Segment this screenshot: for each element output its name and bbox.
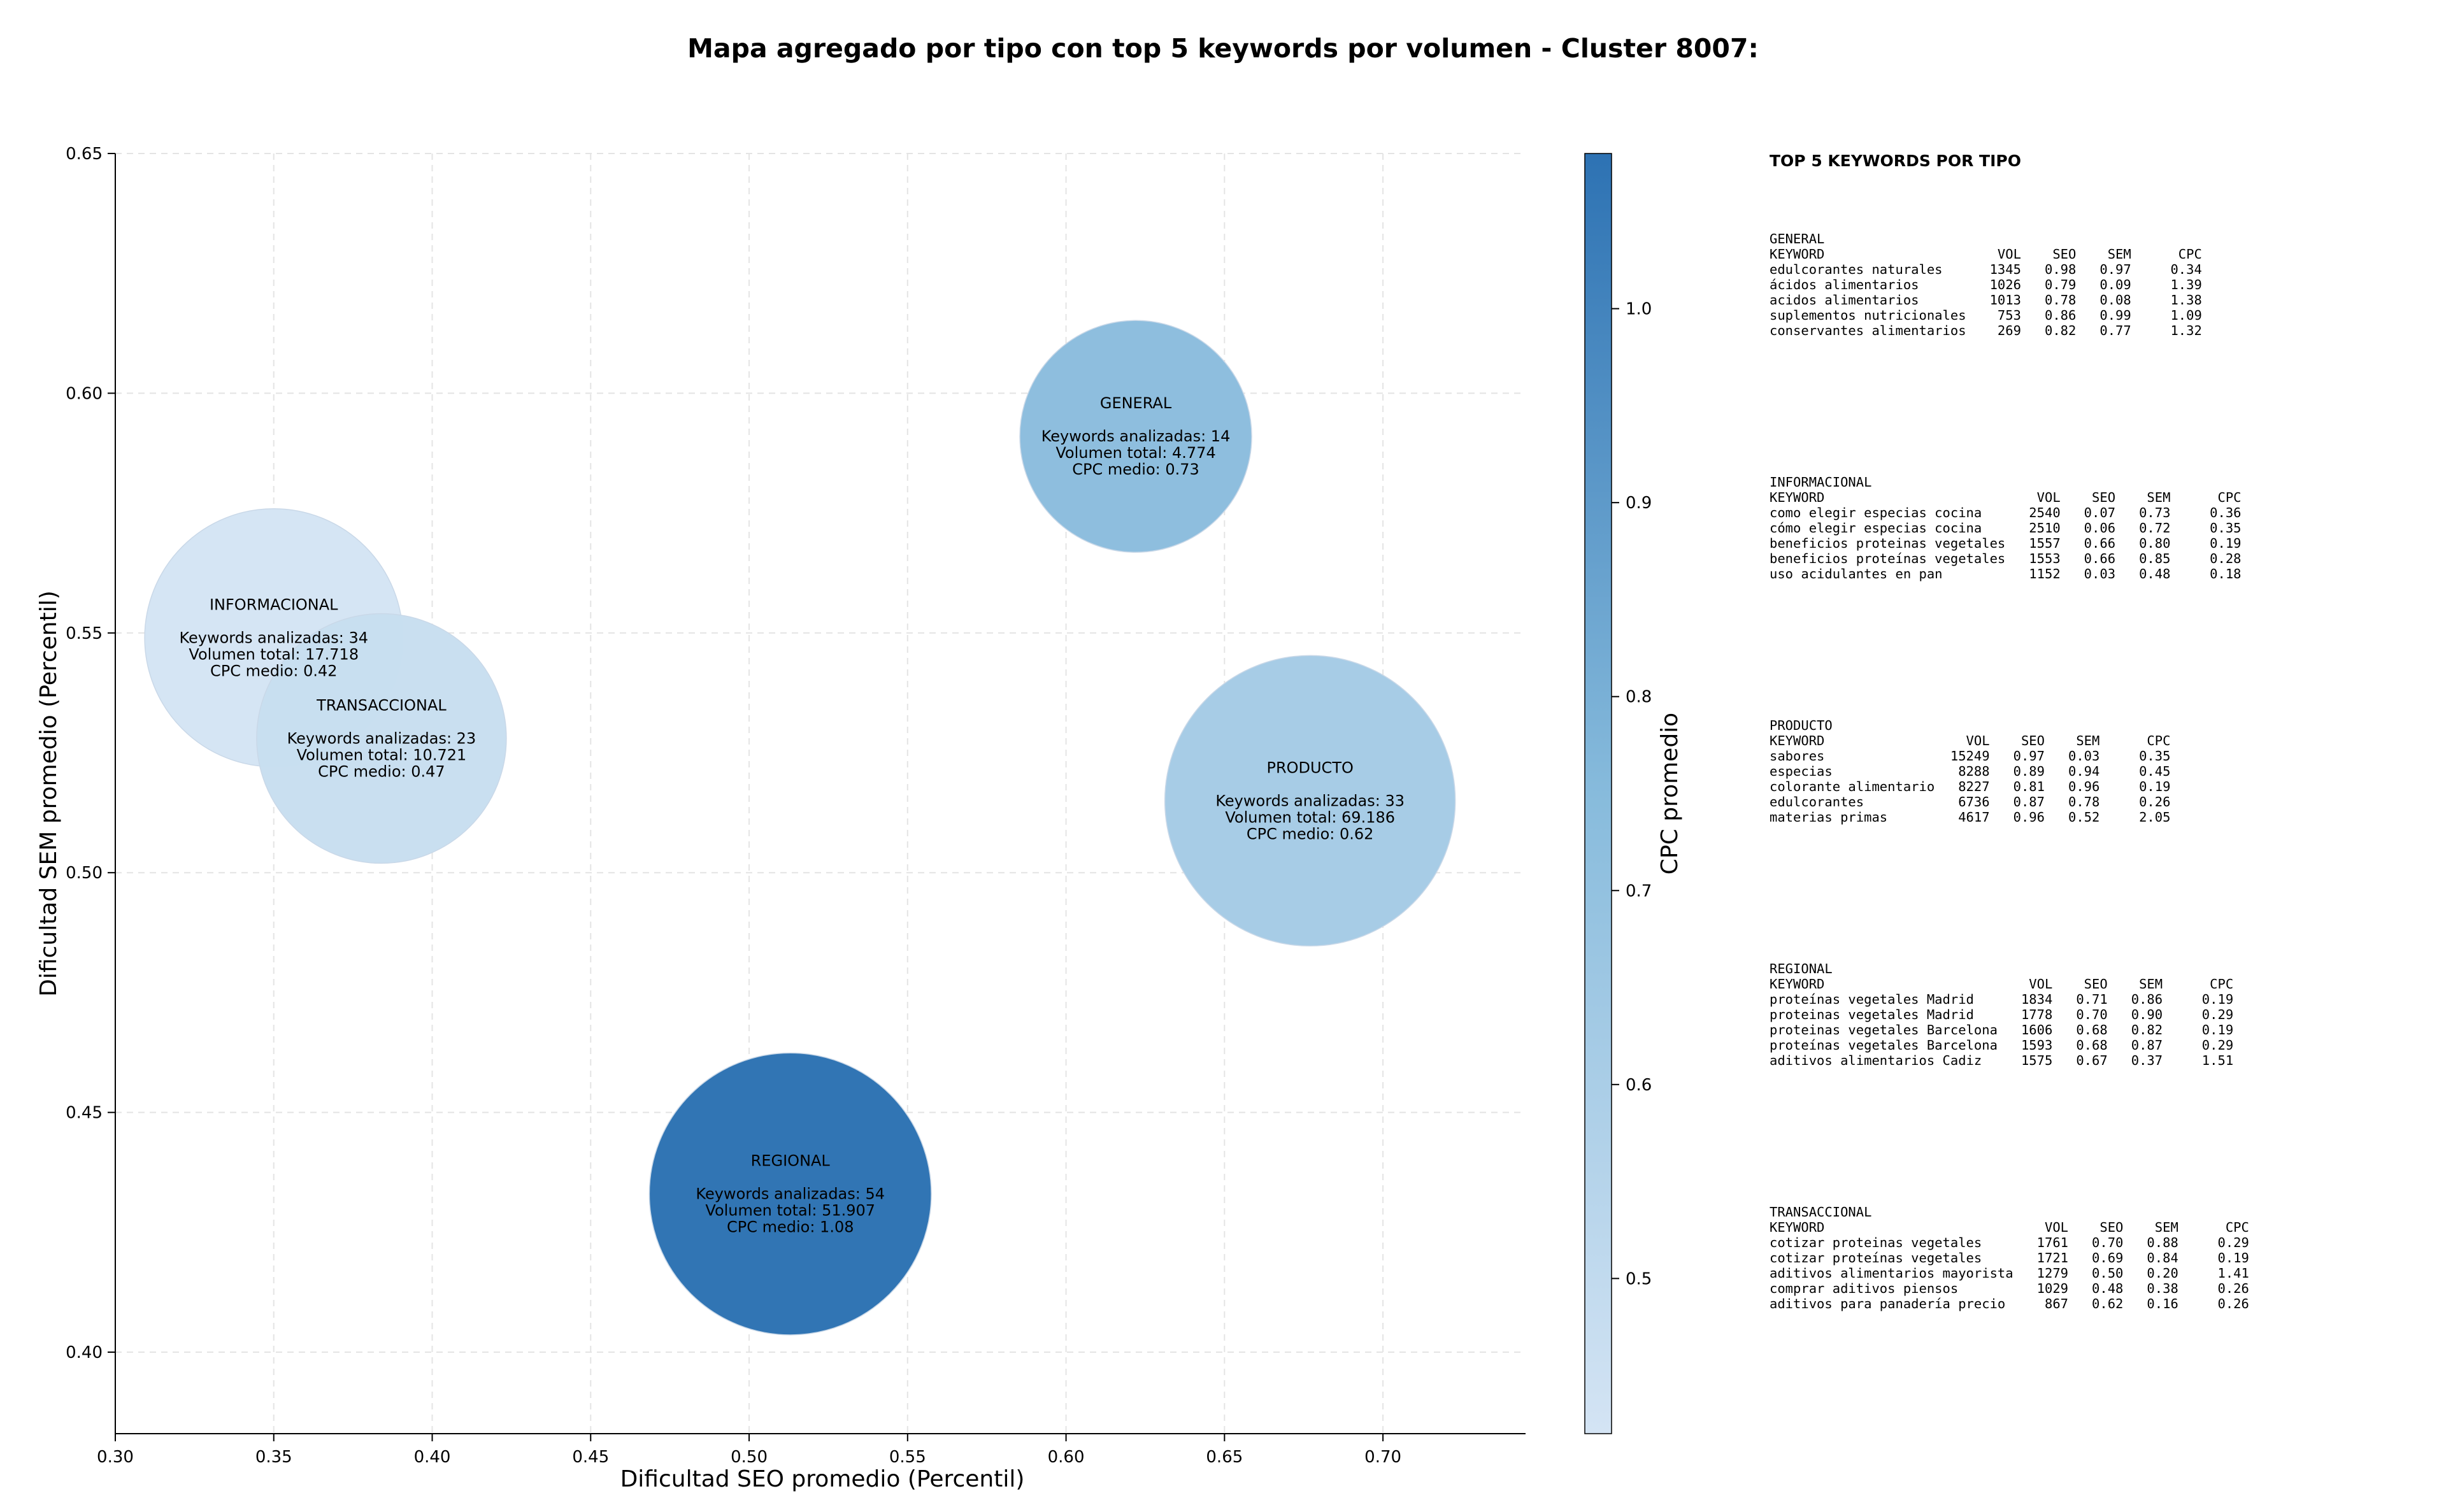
colorbar-label: CPC promedio — [1657, 713, 1683, 874]
bubble-label-general: Volumen total: 4.774 — [1055, 444, 1215, 462]
chart-title: Mapa agregado por tipo con top 5 keyword… — [687, 33, 1759, 64]
bubble-label-general: Keywords analizadas: 14 — [1041, 427, 1231, 445]
y-tick-label: 0.40 — [66, 1343, 103, 1362]
x-tick-label: 0.50 — [731, 1448, 768, 1467]
x-tick-label: 0.45 — [572, 1448, 609, 1467]
bubble-label-producto: Volumen total: 69.186 — [1225, 808, 1395, 826]
x-tick-label: 0.65 — [1206, 1448, 1243, 1467]
x-tick-label: 0.40 — [414, 1448, 451, 1467]
y-tick-label: 0.65 — [66, 145, 103, 164]
y-tick-label: 0.45 — [66, 1104, 103, 1123]
x-tick-label: 0.55 — [889, 1448, 926, 1467]
bubble-label-transaccional: CPC medio: 0.47 — [318, 762, 445, 780]
keywords-table-regional: REGIONAL KEYWORD VOL SEO SEM CPC proteín… — [1770, 961, 2234, 1068]
y-tick-label: 0.50 — [66, 864, 103, 883]
bubble-label-informacional: INFORMACIONAL — [210, 596, 338, 613]
bubble-label-informacional: CPC medio: 0.42 — [210, 662, 338, 680]
keywords-table-informacional: INFORMACIONAL KEYWORD VOL SEO SEM CPC co… — [1770, 474, 2242, 581]
table-heading: TOP 5 KEYWORDS POR TIPO — [1770, 152, 2021, 170]
y-tick-label: 0.60 — [66, 384, 103, 403]
keywords-block-informacional: INFORMACIONAL KEYWORD VOL SEO SEM CPC co… — [1770, 474, 2432, 581]
colorbar-tick-label: 0.7 — [1626, 881, 1652, 901]
bubble-label-transaccional: Keywords analizadas: 23 — [287, 729, 476, 747]
y-axis-label: Dificultad SEM promedio (Percentil) — [36, 590, 62, 997]
bubble-label-regional: CPC medio: 1.08 — [727, 1218, 854, 1236]
x-tick-label: 0.35 — [255, 1448, 292, 1467]
colorbar-tick-label: 0.8 — [1626, 688, 1652, 707]
bubble-label-general: CPC medio: 0.73 — [1072, 460, 1199, 478]
colorbar-tick-label: 0.5 — [1626, 1269, 1652, 1288]
bubble-label-producto: PRODUCTO — [1266, 759, 1353, 776]
bubble-label-informacional: Volumen total: 17.718 — [189, 645, 359, 663]
keywords-table-transaccional: TRANSACCIONAL KEYWORD VOL SEO SEM CPC co… — [1770, 1204, 2249, 1311]
bubble-label-informacional: Keywords analizadas: 34 — [179, 629, 368, 646]
axes: 0.30 0.35 0.40 0.45 0.50 0.55 0.60 0.65 0.70 0.40… — [66, 145, 1526, 1467]
y-tick-label: 0.55 — [66, 624, 103, 643]
colorbar-gradient — [1584, 153, 1612, 1434]
bubble-label-regional: Volumen total: 51.907 — [705, 1202, 875, 1220]
keywords-table-producto: PRODUCTO KEYWORD VOL SEO SEM CPC sabores… — [1770, 718, 2171, 825]
bubble-general — [1019, 320, 1252, 553]
colorbar-tick-label: 0.6 — [1626, 1076, 1652, 1095]
keywords-block-transaccional: TRANSACCIONAL KEYWORD VOL SEO SEM CPC co… — [1770, 1204, 2432, 1311]
bubble-label-producto: Keywords analizadas: 33 — [1215, 792, 1405, 809]
bubble-producto — [1164, 655, 1456, 947]
keywords-table-panel: TOP 5 KEYWORDS POR TIPO GENERAL KEYWORD … — [1770, 152, 2432, 1448]
keywords-block-general: GENERAL KEYWORD VOL SEO SEM CPC edulcora… — [1770, 231, 2432, 338]
x-tick-label: 0.60 — [1048, 1448, 1085, 1467]
bubble-label-regional: Keywords analizadas: 54 — [696, 1185, 885, 1203]
bubble-label-transaccional: Volumen total: 10.721 — [297, 746, 467, 764]
x-axis-label: Dificultad SEO promedio (Percentil) — [620, 1466, 1025, 1492]
x-tick-label: 0.30 — [97, 1448, 134, 1467]
x-tick-label: 0.70 — [1364, 1448, 1401, 1467]
colorbar-tick-label: 0.9 — [1626, 494, 1652, 513]
keywords-table-general: GENERAL KEYWORD VOL SEO SEM CPC edulcora… — [1770, 231, 2202, 338]
colorbar: 0.5 0.6 0.7 0.8 0.9 1.0 CPC promedio — [1584, 153, 1683, 1434]
keywords-block-regional: REGIONAL KEYWORD VOL SEO SEM CPC proteín… — [1770, 961, 2432, 1068]
bubble-label-regional: REGIONAL — [751, 1152, 831, 1170]
colorbar-tick-label: 1.0 — [1626, 300, 1652, 319]
bubble-regional — [648, 1052, 932, 1336]
bubble-label-transaccional: TRANSACCIONAL — [316, 696, 447, 714]
bubble-label-general: GENERAL — [1100, 394, 1172, 412]
keywords-block-producto: PRODUCTO KEYWORD VOL SEO SEM CPC sabores… — [1770, 718, 2432, 825]
bubble-transaccional — [256, 613, 507, 864]
bubble-label-producto: CPC medio: 0.62 — [1247, 825, 1374, 843]
